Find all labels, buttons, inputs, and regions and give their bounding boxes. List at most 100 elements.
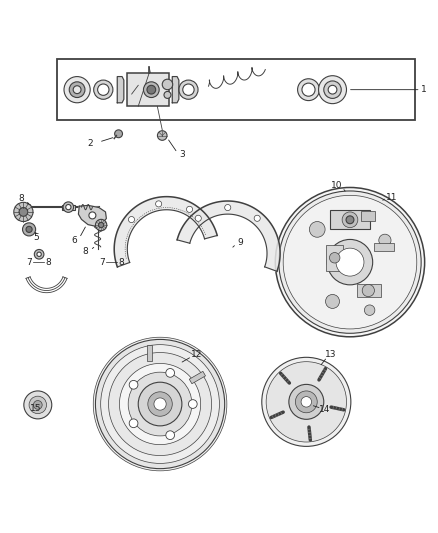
Circle shape [179,80,198,99]
Circle shape [128,372,192,436]
Bar [361,211,375,221]
Circle shape [128,216,134,223]
Circle shape [225,205,231,211]
Circle shape [94,80,113,99]
Circle shape [364,305,375,316]
Text: 9: 9 [237,238,243,247]
Text: 14: 14 [319,405,331,414]
Polygon shape [172,77,179,103]
Circle shape [93,337,227,471]
Circle shape [187,206,193,212]
Text: 6: 6 [71,236,77,245]
Text: 15: 15 [30,404,41,413]
Circle shape [346,216,354,224]
Polygon shape [117,77,124,103]
Bar [330,210,370,229]
Circle shape [309,222,325,237]
Text: 11: 11 [386,193,397,202]
Circle shape [262,357,351,446]
Circle shape [19,207,28,216]
Circle shape [289,384,324,419]
Text: 8: 8 [46,257,52,266]
Circle shape [144,82,159,98]
Circle shape [26,227,32,232]
Circle shape [295,391,317,413]
Circle shape [325,294,339,309]
Circle shape [342,212,358,228]
Circle shape [301,397,311,407]
Circle shape [183,84,194,95]
Text: 1: 1 [421,85,427,94]
Circle shape [276,188,425,337]
Circle shape [129,419,138,427]
Bar [147,345,152,361]
Circle shape [34,249,44,259]
Circle shape [318,76,346,103]
Circle shape [98,84,109,95]
Bar [374,244,394,251]
Text: 13: 13 [325,350,336,359]
Polygon shape [78,205,106,227]
Circle shape [29,396,46,414]
Bar [127,73,169,106]
Circle shape [115,130,123,138]
Polygon shape [114,197,217,267]
Bar [189,372,205,384]
Circle shape [188,400,197,408]
Circle shape [157,131,167,140]
Circle shape [254,215,260,221]
Circle shape [69,82,85,98]
Circle shape [362,285,374,297]
Polygon shape [177,201,280,271]
Circle shape [63,202,74,212]
Text: 8: 8 [119,257,124,266]
Circle shape [22,223,35,236]
Text: 5: 5 [34,233,39,242]
Circle shape [99,222,104,228]
Text: 10: 10 [331,181,343,190]
Circle shape [120,364,201,445]
Circle shape [336,248,364,276]
Circle shape [37,252,41,256]
Text: 12: 12 [191,350,202,359]
Circle shape [324,81,341,99]
Text: 2: 2 [88,139,93,148]
Circle shape [195,215,201,221]
Circle shape [101,345,219,463]
Circle shape [327,239,373,285]
Text: 8: 8 [19,195,25,203]
Circle shape [297,79,319,101]
Circle shape [279,191,421,333]
Circle shape [66,205,71,210]
Circle shape [95,220,107,231]
Circle shape [95,340,225,469]
Circle shape [302,83,315,96]
Circle shape [148,392,172,416]
Circle shape [154,398,166,410]
Circle shape [73,86,81,94]
Circle shape [109,352,212,456]
Text: 3: 3 [179,150,185,159]
Circle shape [329,253,340,263]
Circle shape [266,362,346,442]
Circle shape [64,77,90,103]
Circle shape [147,85,155,94]
Circle shape [14,203,33,222]
Circle shape [328,85,337,94]
Circle shape [162,79,173,90]
Circle shape [33,400,42,409]
Circle shape [166,431,174,440]
Text: 8: 8 [82,247,88,256]
Circle shape [155,201,162,207]
Circle shape [129,381,138,389]
Text: 7: 7 [26,257,32,266]
FancyBboxPatch shape [57,59,416,120]
Bar [357,284,381,297]
Text: 7: 7 [99,257,105,266]
Bar [326,245,343,271]
Circle shape [283,195,417,329]
Circle shape [89,212,96,219]
Circle shape [166,368,174,377]
Bar [62,205,75,210]
Circle shape [24,391,52,419]
